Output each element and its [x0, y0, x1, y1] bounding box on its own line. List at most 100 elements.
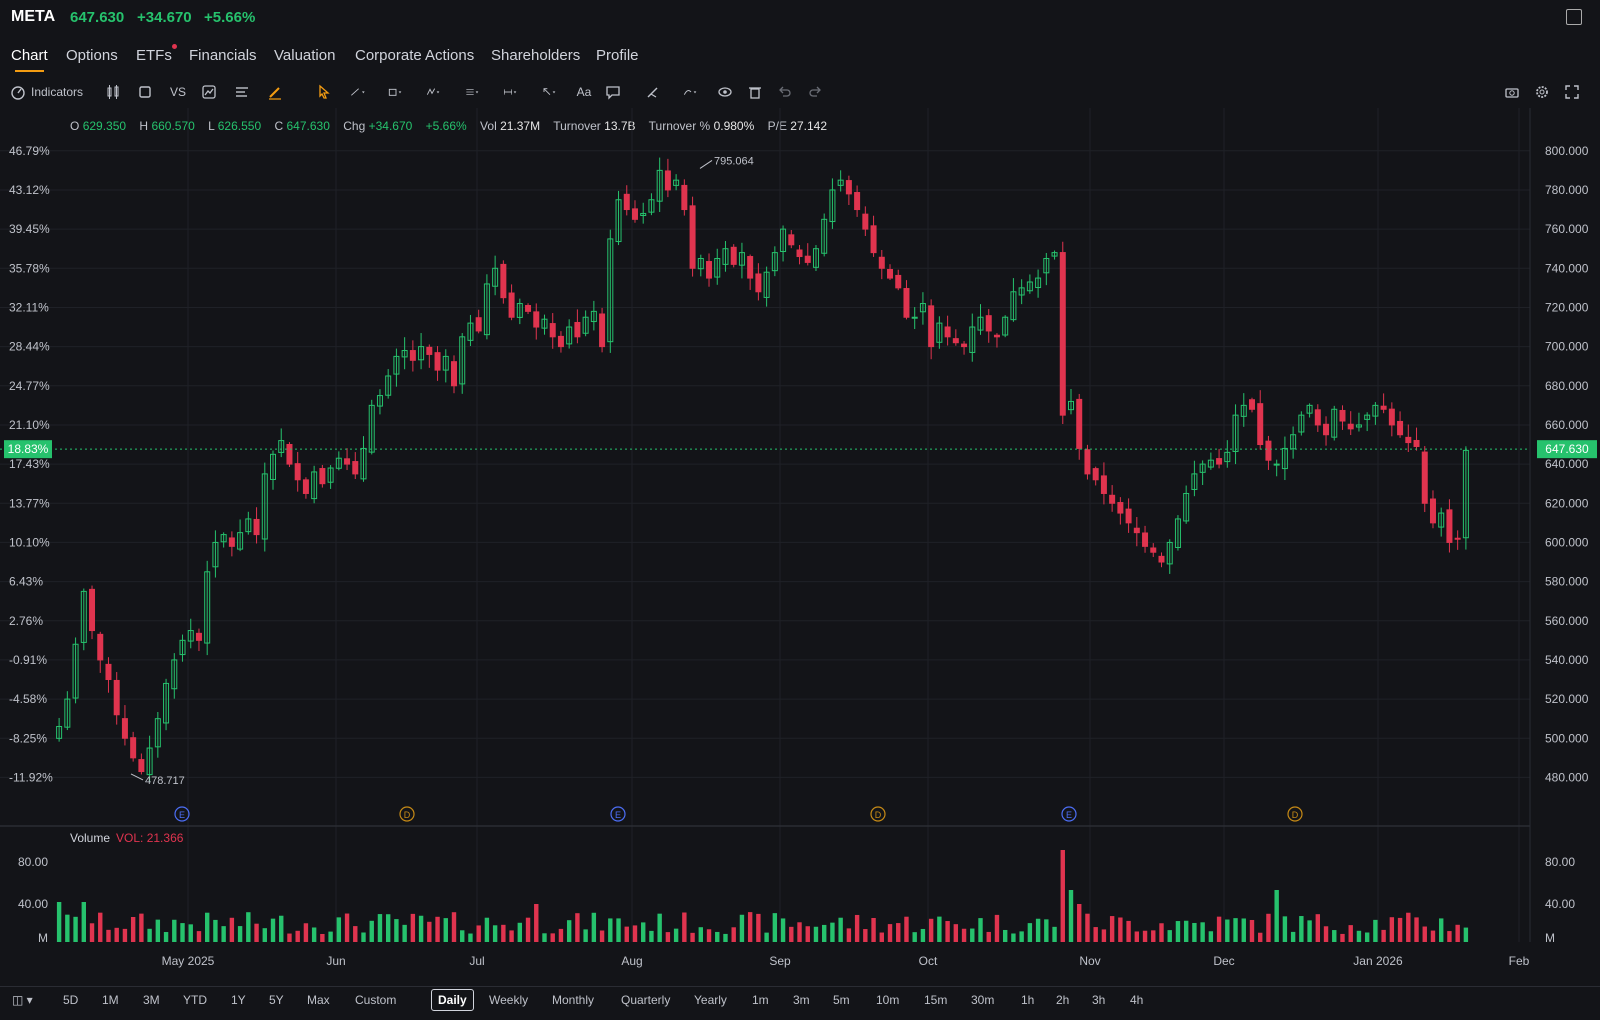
- y-tick-right: 600.000: [1545, 535, 1589, 549]
- candle-body: [220, 534, 227, 543]
- interval-5m[interactable]: 5m: [833, 993, 850, 1007]
- candle-body: [1240, 404, 1247, 417]
- candle-body: [549, 323, 556, 338]
- candle-body: [1380, 405, 1387, 410]
- fib-tool-icon[interactable]: [459, 83, 487, 101]
- candle-body: [1405, 436, 1412, 444]
- candle-body: [253, 518, 260, 536]
- indicators-button[interactable]: Indicators: [10, 83, 83, 101]
- volume-bar: [468, 933, 473, 942]
- candle-body: [722, 248, 729, 265]
- candle-body: [845, 180, 852, 195]
- gear-icon[interactable]: [1533, 83, 1551, 101]
- volume-bar: [139, 913, 144, 942]
- volume-bar: [1290, 931, 1296, 942]
- tab-profile[interactable]: Profile: [596, 47, 639, 64]
- volume-bar: [427, 921, 432, 942]
- candle-body: [1125, 508, 1132, 524]
- volume-bar: [797, 922, 802, 942]
- tab-valuation[interactable]: Valuation: [274, 47, 335, 64]
- interval-3h[interactable]: 3h: [1092, 993, 1106, 1007]
- tab-chart[interactable]: Chart: [11, 47, 48, 72]
- interval-monthly[interactable]: Monthly: [552, 993, 595, 1007]
- volume-bar: [229, 917, 235, 942]
- volume-bar: [1151, 930, 1156, 942]
- tab-etfs[interactable]: ETFs: [136, 44, 177, 64]
- candle-body: [796, 249, 803, 258]
- eye-icon[interactable]: [716, 83, 734, 101]
- candle-body: [1199, 463, 1206, 473]
- y-tick-right: 620.000: [1545, 496, 1589, 510]
- exit-icon[interactable]: [1566, 9, 1582, 25]
- candle-body: [557, 335, 564, 348]
- x-tick-label: Jul: [469, 954, 484, 968]
- redo-icon[interactable]: [806, 83, 824, 101]
- camera-icon[interactable]: [1503, 83, 1521, 101]
- y-tick-left: 39.45%: [9, 222, 50, 236]
- volume-bar: [822, 924, 827, 942]
- fullscreen-icon[interactable]: [1563, 83, 1581, 101]
- candle-body: [1100, 475, 1107, 494]
- shape-tool-icon[interactable]: [383, 83, 409, 101]
- volume-bar: [542, 933, 547, 942]
- interval-30m[interactable]: 30m: [971, 993, 995, 1007]
- interval-4h[interactable]: 4h: [1130, 993, 1144, 1007]
- line-tool-icon[interactable]: [345, 83, 371, 101]
- interval-weekly[interactable]: Weekly: [489, 993, 529, 1007]
- volume-bar: [715, 931, 720, 942]
- price-change-pct: +5.66%: [204, 9, 256, 26]
- range-1m[interactable]: 1M: [102, 993, 119, 1007]
- interval-3m[interactable]: 3m: [793, 993, 810, 1007]
- tab-options[interactable]: Options: [66, 47, 118, 64]
- y-tick-right: 800.000: [1545, 144, 1589, 158]
- volume-bar: [1323, 926, 1329, 942]
- volume-bar: [476, 925, 481, 942]
- interval-10m[interactable]: 10m: [876, 993, 900, 1007]
- candle-body: [1265, 440, 1272, 461]
- interval-1h[interactable]: 1h: [1021, 993, 1035, 1007]
- candle-body: [401, 350, 408, 358]
- candle-body: [1281, 447, 1288, 470]
- interval-daily[interactable]: Daily: [431, 989, 474, 1011]
- chart-style-icon[interactable]: [200, 83, 218, 101]
- range-1y[interactable]: 1Y: [231, 993, 246, 1007]
- candle-body: [261, 473, 268, 540]
- candle-body: [1109, 494, 1116, 504]
- trash-icon[interactable]: [746, 83, 764, 101]
- tab-corporate-actions[interactable]: Corporate Actions: [355, 47, 474, 64]
- candle-body: [829, 189, 836, 223]
- tab-financials[interactable]: Financials: [189, 47, 257, 64]
- range-5d[interactable]: 5D: [63, 993, 79, 1007]
- range-max[interactable]: Max: [307, 993, 330, 1007]
- interval-1m[interactable]: 1m: [752, 993, 769, 1007]
- align-icon[interactable]: [233, 83, 251, 101]
- layout-toggle-icon[interactable]: ◫ ▾: [12, 993, 33, 1007]
- range-custom[interactable]: Custom: [355, 993, 397, 1007]
- range-3m[interactable]: 3M: [143, 993, 160, 1007]
- price-chart[interactable]: 800.000 46.79% 780.000 43.12% 760.000 39.45% 7…: [0, 108, 1600, 984]
- comment-icon[interactable]: [604, 83, 622, 101]
- interval-2h[interactable]: 2h: [1056, 993, 1070, 1007]
- arrow-tool-icon[interactable]: [537, 83, 563, 101]
- undo-icon[interactable]: [776, 83, 794, 101]
- interval-quarterly[interactable]: Quarterly: [621, 993, 671, 1007]
- magic-tool-icon[interactable]: [677, 83, 705, 101]
- candle-type-icon[interactable]: [104, 83, 122, 101]
- compare-button[interactable]: VS: [167, 83, 189, 101]
- square-icon[interactable]: [136, 83, 154, 101]
- interval-yearly[interactable]: Yearly: [694, 993, 727, 1007]
- volume-bar: [1126, 920, 1131, 942]
- tab-shareholders[interactable]: Shareholders: [491, 47, 580, 64]
- x-tick-label: Nov: [1079, 954, 1100, 968]
- range-ytd[interactable]: YTD: [183, 993, 207, 1007]
- interval-15m[interactable]: 15m: [924, 993, 948, 1007]
- brush-icon[interactable]: [644, 83, 662, 101]
- measure-tool-icon[interactable]: [497, 83, 525, 101]
- range-5y[interactable]: 5Y: [269, 993, 284, 1007]
- candle-body: [302, 479, 309, 494]
- pencil-icon[interactable]: [266, 83, 284, 101]
- pattern-tool-icon[interactable]: [421, 83, 447, 101]
- volume-legend: Volume VOL: 21.366: [70, 831, 183, 845]
- text-tool-button[interactable]: Aa: [574, 83, 594, 101]
- cursor-icon[interactable]: [315, 83, 333, 101]
